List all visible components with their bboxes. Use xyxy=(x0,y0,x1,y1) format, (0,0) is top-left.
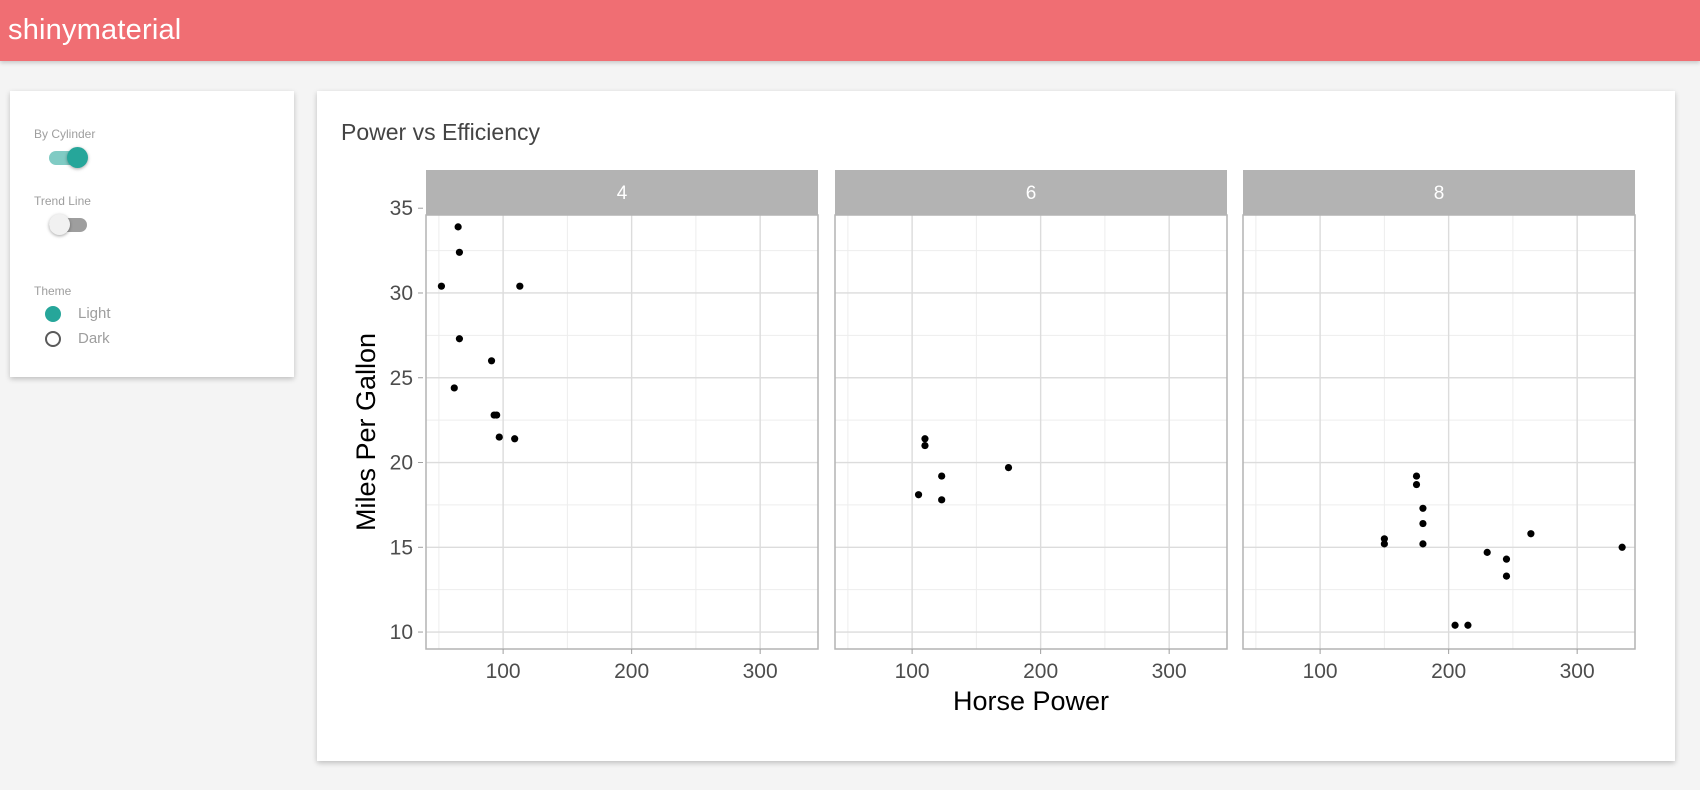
sidebar-card: By Cylinder Trend Line Theme Light Dark xyxy=(10,91,294,377)
radio-checked-icon xyxy=(45,306,61,322)
trend-line-switch[interactable] xyxy=(49,213,89,237)
data-point xyxy=(1451,621,1459,629)
top-navbar: shinymaterial xyxy=(0,0,1700,61)
radio-unchecked-icon xyxy=(45,331,61,347)
x-tick-label: 100 xyxy=(486,660,521,683)
x-tick-label: 300 xyxy=(1560,660,1595,683)
data-point xyxy=(511,435,519,443)
data-point xyxy=(1502,572,1511,580)
y-tick-label: 15 xyxy=(390,536,413,559)
data-point xyxy=(1618,543,1626,551)
facet-strip-label: 6 xyxy=(1026,183,1037,204)
data-point xyxy=(437,282,446,290)
data-point xyxy=(1004,464,1013,472)
x-tick-label: 100 xyxy=(895,660,930,683)
data-point xyxy=(1412,472,1421,480)
theme-label: Theme xyxy=(34,284,72,298)
x-axis-title: Horse Power xyxy=(953,686,1109,716)
x-tick-label: 100 xyxy=(1303,660,1338,683)
data-point xyxy=(1483,548,1491,556)
data-point xyxy=(493,411,501,419)
data-point xyxy=(1464,621,1472,629)
data-point xyxy=(1412,480,1421,489)
facet-panel xyxy=(835,215,1227,649)
switch-knob xyxy=(49,214,70,235)
facet-strip-label: 4 xyxy=(617,183,628,204)
data-point xyxy=(1419,519,1427,528)
theme-radio-light[interactable]: Light xyxy=(45,304,245,326)
trend-line-label: Trend Line xyxy=(34,194,91,208)
theme-option-label: Light xyxy=(78,305,111,322)
facet-strip xyxy=(835,170,1227,215)
x-tick-label: 200 xyxy=(1431,660,1466,683)
x-tick-label: 200 xyxy=(614,660,649,683)
data-point xyxy=(921,441,929,450)
data-point xyxy=(1419,504,1427,512)
y-axis-title: Miles Per Gallon xyxy=(351,333,381,531)
data-point xyxy=(1502,555,1511,563)
facet-panel xyxy=(426,215,818,649)
theme-option-label: Dark xyxy=(78,330,110,347)
data-point xyxy=(454,223,462,231)
plot-card-title: Power vs Efficiency xyxy=(341,119,540,145)
y-tick-label: 20 xyxy=(390,452,413,475)
faceted-scatter-plot: 10 15 20 25 30 35 4 100 200 300 6 100 200 300 8 100 200 3… xyxy=(351,170,1636,716)
x-tick-label: 300 xyxy=(1152,660,1187,683)
facet-panel xyxy=(1243,215,1635,649)
data-point xyxy=(487,357,496,365)
data-point xyxy=(495,433,503,441)
data-point xyxy=(516,282,524,290)
y-tick-label: 25 xyxy=(390,367,413,390)
data-point xyxy=(1527,530,1535,538)
x-tick-label: 300 xyxy=(743,660,778,683)
data-point xyxy=(1380,535,1388,543)
facet-strip xyxy=(426,170,818,215)
data-point xyxy=(921,435,929,443)
switch-knob xyxy=(67,147,88,168)
by-cylinder-switch[interactable] xyxy=(49,146,89,170)
data-point xyxy=(455,335,464,343)
data-point xyxy=(914,491,923,499)
data-point xyxy=(1380,540,1388,548)
theme-radio-dark[interactable]: Dark xyxy=(45,329,245,351)
y-tick-label: 35 xyxy=(390,197,413,220)
data-point xyxy=(1419,540,1427,548)
facet-strip xyxy=(1243,170,1635,215)
data-point xyxy=(938,472,946,480)
app-title: shinymaterial xyxy=(8,14,182,46)
facet-strip-label: 8 xyxy=(1434,183,1445,204)
y-tick-label: 30 xyxy=(390,282,413,305)
x-tick-label: 200 xyxy=(1023,660,1058,683)
data-point xyxy=(450,384,458,392)
plot-card: Power vs Efficiency 10 15 20 25 30 35 4 100 200 3… xyxy=(317,91,1675,761)
data-point xyxy=(455,248,464,256)
by-cylinder-label: By Cylinder xyxy=(34,127,96,141)
data-point xyxy=(938,496,946,504)
y-tick-label: 10 xyxy=(390,621,413,644)
